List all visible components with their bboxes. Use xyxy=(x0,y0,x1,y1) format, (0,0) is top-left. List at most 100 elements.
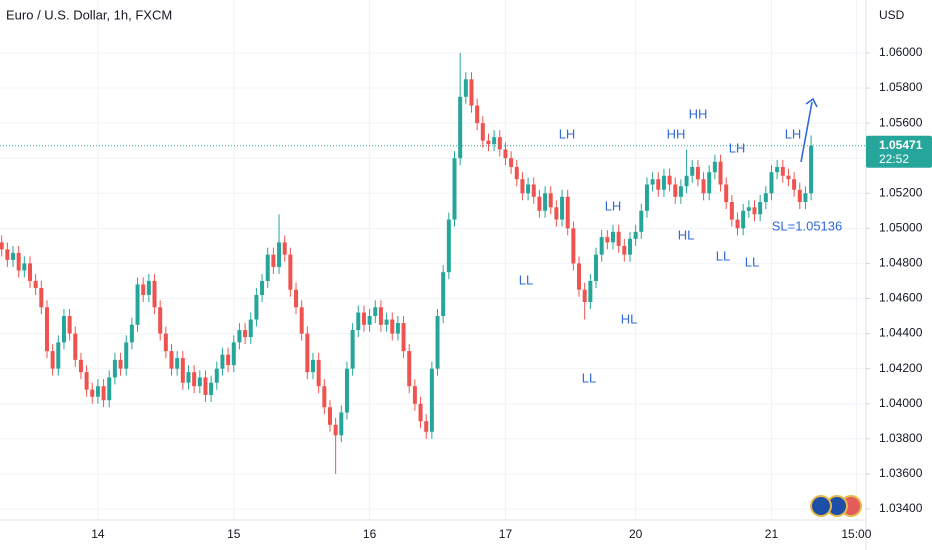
candle-body xyxy=(656,179,661,190)
candle-body xyxy=(33,280,38,288)
annotation: HH xyxy=(689,106,708,121)
candle-body xyxy=(582,289,587,303)
candle-body xyxy=(718,161,723,185)
candle-body xyxy=(786,175,791,180)
annotation: LL xyxy=(716,248,730,263)
countdown: 22:52 xyxy=(879,152,909,166)
candle-body xyxy=(186,372,191,383)
candle-body xyxy=(497,137,502,150)
candle-body xyxy=(797,189,802,203)
candle-body xyxy=(792,179,797,190)
candle-body xyxy=(622,245,627,255)
candle-body xyxy=(673,184,678,197)
candle-body xyxy=(333,424,338,436)
candle-body xyxy=(22,263,27,271)
candle-body xyxy=(237,330,242,343)
y-tick-label: 1.05000 xyxy=(879,221,923,235)
annotation: LL xyxy=(519,272,533,287)
candle-body xyxy=(520,179,525,194)
y-tick-label: 1.06000 xyxy=(879,45,923,59)
candle-body xyxy=(752,207,757,215)
candle-body xyxy=(146,280,151,295)
candle-body xyxy=(0,242,4,250)
flag-icons xyxy=(810,495,862,517)
currency: USD xyxy=(879,8,905,22)
candle-body xyxy=(294,289,299,308)
candle-body xyxy=(305,333,310,373)
candle-body xyxy=(163,333,168,352)
y-tick-label: 1.03600 xyxy=(879,466,923,480)
candle-body xyxy=(441,272,446,317)
candle-body xyxy=(599,237,604,255)
candle-body xyxy=(141,284,146,295)
candle-body xyxy=(254,294,259,320)
candle-body xyxy=(809,145,814,194)
candle-body xyxy=(135,284,140,325)
candle-body xyxy=(78,359,83,373)
candle-body xyxy=(44,307,49,352)
annotation: LH xyxy=(729,140,746,155)
candle-body xyxy=(616,231,621,246)
candle-body xyxy=(226,354,231,366)
annotation: LH xyxy=(785,126,802,141)
candle-body xyxy=(56,342,61,369)
candle-body xyxy=(90,389,95,397)
candle-body xyxy=(463,79,468,97)
candle-body xyxy=(763,193,768,203)
candle-body xyxy=(231,342,236,366)
x-tick-label: 15 xyxy=(227,527,241,541)
candle-body xyxy=(526,184,531,194)
candle-body xyxy=(412,386,417,404)
candle-body xyxy=(73,333,78,360)
y-tick-label: 1.04000 xyxy=(879,396,923,410)
candle-body xyxy=(203,377,208,395)
y-tick-label: 1.04800 xyxy=(879,256,923,270)
y-tick-label: 1.05600 xyxy=(879,115,923,129)
candle-body xyxy=(311,359,316,373)
last-price-box xyxy=(866,135,932,168)
candle-body xyxy=(712,161,717,173)
candle-body xyxy=(265,254,270,281)
candle-body xyxy=(724,184,729,203)
candle-body xyxy=(220,354,225,369)
candle-body xyxy=(775,166,780,173)
candle-body xyxy=(192,372,197,387)
candle-body xyxy=(339,412,344,436)
annotation: LL xyxy=(745,254,759,269)
candle-body xyxy=(435,316,440,369)
y-tick-label: 1.05800 xyxy=(879,80,923,94)
candle-body xyxy=(503,149,508,159)
candle-body xyxy=(458,96,463,159)
candle-body xyxy=(277,242,282,267)
candle-body xyxy=(548,193,553,208)
candle-body xyxy=(452,158,457,220)
candle-body xyxy=(735,219,740,229)
candle-body xyxy=(67,316,72,334)
candle-body xyxy=(486,140,491,145)
candle-body xyxy=(61,316,66,343)
candle-body xyxy=(107,377,112,401)
candle-body xyxy=(741,210,746,229)
candle-body xyxy=(243,330,248,338)
candle-body xyxy=(695,166,700,180)
annotation: HL xyxy=(621,311,638,326)
candle-body xyxy=(644,184,649,211)
candle-body xyxy=(350,330,355,369)
candle-body xyxy=(633,231,638,239)
arrow-head xyxy=(805,97,818,108)
candle-body xyxy=(627,238,632,255)
candle-body xyxy=(118,359,123,369)
candle-body xyxy=(509,158,514,167)
candle-body xyxy=(39,287,44,308)
candle-body xyxy=(650,179,655,185)
candle-body xyxy=(5,249,10,260)
x-tick-label: 14 xyxy=(91,527,105,541)
y-tick-label: 1.04200 xyxy=(879,361,923,375)
candle-body xyxy=(27,263,32,281)
x-tick-label: 17 xyxy=(499,527,513,541)
candle-body xyxy=(327,407,332,425)
candle-body xyxy=(469,79,474,106)
candle-body xyxy=(678,186,683,197)
candle-body xyxy=(514,166,519,180)
